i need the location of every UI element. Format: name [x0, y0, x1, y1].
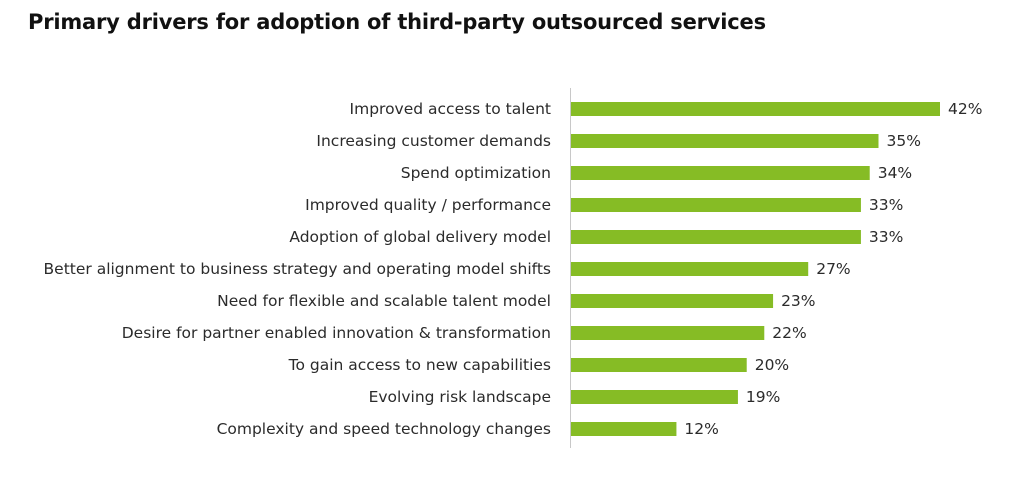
- category-label: To gain access to new capabilities: [288, 356, 551, 374]
- category-label: Improved access to talent: [350, 100, 551, 118]
- category-label: Improved quality / performance: [305, 196, 551, 214]
- bar: [571, 294, 774, 308]
- category-label: Desire for partner enabled innovation & …: [122, 324, 551, 342]
- value-label: 33%: [869, 228, 903, 246]
- category-label: Increasing customer demands: [316, 132, 551, 150]
- category-label: Evolving risk landscape: [369, 388, 551, 406]
- bar: [571, 422, 677, 436]
- value-label: 42%: [948, 100, 982, 118]
- bar: [571, 230, 861, 244]
- value-label: 12%: [684, 420, 718, 438]
- value-label: 22%: [772, 324, 806, 342]
- category-label: Need for flexible and scalable talent mo…: [217, 292, 551, 310]
- value-label: 27%: [816, 260, 850, 278]
- value-label: 20%: [755, 356, 789, 374]
- bar: [571, 262, 809, 276]
- bar: [571, 102, 940, 116]
- value-label: 23%: [781, 292, 815, 310]
- category-label: Spend optimization: [401, 164, 551, 182]
- bar: [571, 134, 879, 148]
- category-label: Better alignment to business strategy an…: [44, 260, 551, 278]
- bar: [571, 166, 870, 180]
- value-label: 19%: [746, 388, 780, 406]
- bar: [571, 326, 765, 340]
- value-label: 33%: [869, 196, 903, 214]
- bar: [571, 198, 861, 212]
- bar: [571, 358, 747, 372]
- category-label: Complexity and speed technology changes: [217, 420, 551, 438]
- value-label: 34%: [878, 164, 912, 182]
- category-label: Adoption of global delivery model: [289, 228, 551, 246]
- bar: [571, 390, 738, 404]
- value-label: 35%: [887, 132, 921, 150]
- chart-title: Primary drivers for adoption of third-pa…: [28, 10, 766, 34]
